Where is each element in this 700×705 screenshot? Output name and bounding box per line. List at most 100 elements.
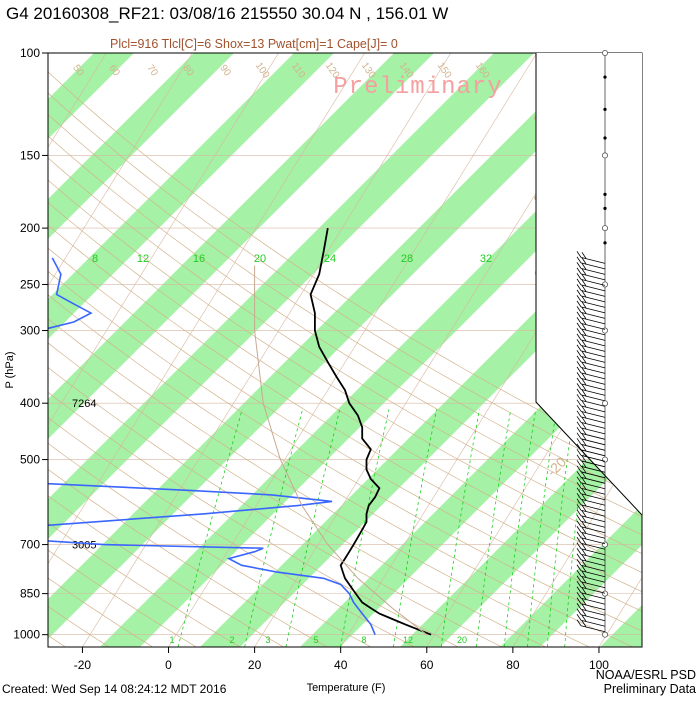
wind-barb-flag [576, 487, 582, 495]
wind-barb-flag [581, 455, 587, 463]
wind-barb-staff [580, 520, 606, 528]
wind-barb-flag [581, 411, 587, 419]
wind-barb-staff [580, 416, 606, 424]
y-tick-label: 400 [20, 396, 40, 410]
dry-adiabat [48, 417, 415, 647]
wind-barb-flag [581, 510, 587, 518]
wind-barb-flag [581, 620, 587, 627]
wind-barb-flag [576, 526, 582, 533]
watermark: Preliminary [333, 74, 502, 101]
profiles [48, 227, 432, 636]
wind-barb-flag [576, 465, 582, 473]
wind-barb-flag [581, 428, 587, 435]
wind-barb-flag [581, 345, 587, 353]
barb-station-circle [602, 281, 609, 288]
wind-barb-flag [581, 615, 587, 622]
wind-barb-staff [580, 515, 606, 523]
dry-adiabat [48, 247, 642, 612]
y-tick-label: 200 [20, 221, 40, 235]
wind-barb-staff [580, 290, 606, 297]
x-tick-label: 80 [506, 658, 520, 672]
wind-barb-staff [580, 262, 606, 270]
wind-barb-flag [576, 295, 582, 302]
wind-barb-staff [580, 603, 606, 611]
isotherm [48, 53, 193, 287]
wind-barb-flag [581, 477, 587, 485]
wind-barb-flag [576, 509, 582, 517]
wind-barb-staff [580, 410, 606, 418]
wind-barb-flag [581, 367, 587, 375]
moist-stripe [48, 53, 334, 339]
dry-adiabat [48, 522, 241, 647]
dry-adiabat [48, 549, 197, 647]
dry-adiabat [48, 318, 590, 647]
parcel-curve [254, 265, 428, 636]
wind-barb-flag [576, 608, 582, 615]
wind-barb-staff [580, 279, 606, 286]
footer-credit: NOAA/ESRL PSD Preliminary Data [596, 668, 696, 696]
wind-barb-flag [576, 542, 582, 549]
wind-barb-flag [576, 366, 582, 374]
wind-barb-staff [580, 372, 606, 380]
bottom-mixing-label: 2 [229, 635, 234, 645]
wind-barb-staff [580, 427, 606, 435]
wind-barb-staff [580, 383, 606, 391]
wind-barb-flag [581, 444, 587, 452]
barb-station-circle [602, 590, 609, 597]
wind-barb-flag [576, 328, 582, 335]
wind-barb-staff [580, 443, 606, 451]
wind-barb-flag [581, 576, 587, 583]
dry-adiabat [48, 294, 633, 647]
dry-adiabat [48, 135, 642, 518]
mixing-ratio-label: 32 [480, 253, 492, 265]
wind-barb-staff [580, 257, 606, 264]
dry-adiabat [48, 202, 642, 573]
wind-barb-flag [581, 274, 587, 281]
wind-barb-flag [576, 251, 582, 258]
mixing-ratio-label: 8 [92, 253, 98, 265]
x-tick-label: 60 [420, 658, 434, 672]
wind-barb-flag [576, 460, 582, 467]
wind-barb-flag [576, 383, 582, 390]
wind-barb-flag [581, 384, 587, 391]
barb-station-circle [602, 631, 609, 638]
wind-barb-staff [580, 449, 606, 457]
wind-barb-staff [580, 619, 606, 627]
wind-barb-flag [581, 554, 587, 561]
barb-panel [536, 53, 642, 515]
wind-barb-staff [580, 344, 606, 352]
dewpoint-profile [48, 257, 376, 636]
wind-barb-flag [581, 571, 587, 578]
wind-barb-flag [576, 597, 582, 604]
wind-barb-flag [576, 586, 582, 593]
barb-station-circle [602, 400, 609, 407]
wind-barb-flag [581, 483, 587, 490]
isotherm [685, 53, 700, 647]
wind-barb-flag [576, 355, 582, 363]
wind-barb-flag [576, 427, 582, 434]
wind-barb-flag [581, 373, 587, 380]
wind-barb-flag [576, 443, 582, 451]
dry-adiabat [48, 157, 642, 536]
wind-barb-flag [581, 587, 587, 594]
wind-barb-staff [580, 564, 606, 572]
barb-dot [603, 206, 607, 211]
wind-barb-flag [581, 466, 587, 474]
wind-barb-staff [580, 295, 606, 303]
wind-barb-flag [581, 527, 587, 534]
wind-barb-flag [576, 432, 582, 440]
wind-barb-staff [580, 597, 606, 605]
wind-barb-flag [581, 279, 587, 287]
wind-barb-flag [576, 262, 582, 269]
wind-barb-staff [580, 361, 606, 369]
wind-barb-flag [576, 619, 582, 626]
height-annotation: 3005 [72, 540, 96, 552]
wind-barb-flag [581, 301, 587, 309]
wind-barb-staff [580, 268, 606, 275]
bottom-mixing-label: 5 [313, 635, 318, 645]
dry-adiabat [48, 224, 642, 593]
x-tick-label: 40 [334, 658, 348, 672]
wind-barb-flag [576, 306, 582, 313]
